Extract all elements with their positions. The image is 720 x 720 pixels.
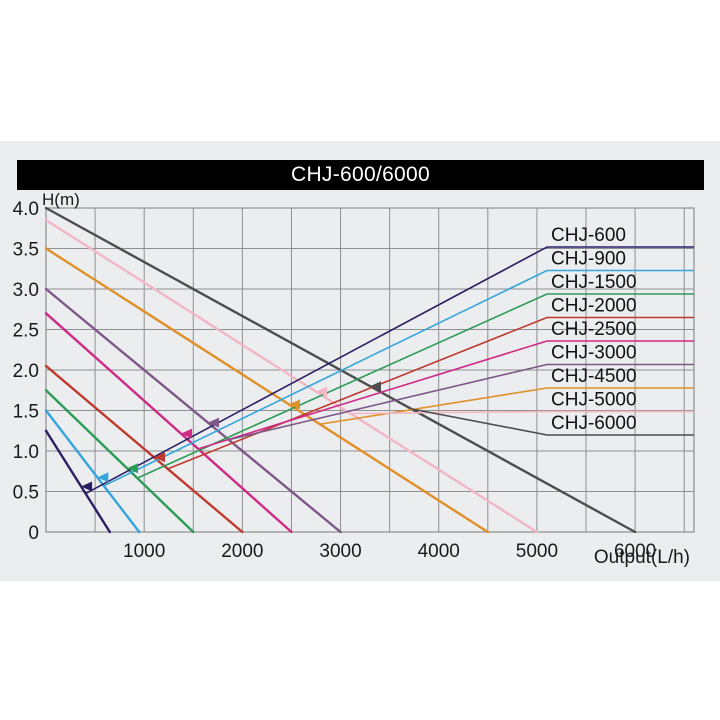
- y-axis-title: H(m): [42, 190, 80, 209]
- legend-label-chj-6000: CHJ-6000: [551, 413, 637, 434]
- curve-chj-2500: [44, 312, 293, 534]
- x-tick-label: 2000: [221, 541, 263, 562]
- legend-leader-chj-6000: [411, 408, 694, 436]
- y-tick-label: 1.0: [13, 442, 39, 463]
- plot-frame: [45, 207, 695, 533]
- legend-label-chj-2500: CHJ-2500: [551, 319, 637, 340]
- legend-label-chj-600: CHJ-600: [551, 225, 626, 246]
- legend-leader-chj-3000: [228, 363, 694, 441]
- curve-chj-5000: [44, 218, 539, 534]
- arrow-head-chj-5000: [316, 386, 327, 397]
- leader-line-group: [85, 246, 694, 495]
- curve-chj-600: [44, 429, 112, 534]
- y-tick-label: 2.0: [13, 361, 39, 382]
- legend-label-chj-4500: CHJ-4500: [551, 366, 637, 387]
- arrow-head-chj-2500: [181, 428, 192, 439]
- curve-chj-900: [44, 409, 141, 534]
- legend-leader-chj-5000: [350, 410, 694, 415]
- arrow-head-chj-600: [81, 481, 93, 492]
- arrow-head-chj-900: [97, 472, 109, 483]
- y-tick-label: 1.5: [13, 402, 39, 423]
- y-tick-label: 3.0: [13, 280, 39, 301]
- y-tick-label: 2.5: [13, 321, 39, 342]
- y-tick-label: 3.5: [13, 240, 39, 261]
- x-tick-label: 3000: [319, 541, 361, 562]
- legend-leader-chj-2500: [197, 340, 694, 450]
- legend-label-chj-2000: CHJ-2000: [551, 296, 637, 317]
- legend-label-chj-5000: CHJ-5000: [551, 390, 637, 411]
- plot-area: 0 0.5 1.0 1.5 2.0 2.5 3.0 3.5 4.0 1000 2000 3000 40…: [0, 141, 720, 581]
- arrow-annotation-group: [81, 381, 381, 492]
- curve-chj-4500: [44, 247, 490, 534]
- legend-leader-chj-600: [85, 246, 694, 495]
- arrow-head-chj-6000: [370, 381, 381, 392]
- legend-label-chj-900: CHJ-900: [551, 249, 626, 270]
- arrow-head-chj-4500: [289, 399, 300, 410]
- x-tick-label: 4000: [418, 541, 460, 562]
- arrow-head-chj-2000: [154, 452, 165, 463]
- x-tick-label: 6000: [614, 541, 656, 562]
- x-tick-label: 5000: [516, 541, 558, 562]
- legend-label-chj-3000: CHJ-3000: [551, 343, 637, 364]
- y-axis-tick-labels: 0 0.5 1.0 1.5 2.0 2.5 3.0 3.5 4.0: [13, 199, 39, 544]
- chart-figure: CHJ-600/6000 0 0.5 1.0 1.5 2.0 2.5 3.0 3.5 4.0 1…: [0, 141, 720, 581]
- legend-label-chj-1500: CHJ-1500: [551, 272, 637, 293]
- y-tick-label: 0.5: [13, 483, 39, 504]
- y-tick-label: 4.0: [13, 199, 39, 220]
- chart-svg: 0 0.5 1.0 1.5 2.0 2.5 3.0 3.5 4.0 1000 2000 3000 40…: [13, 190, 695, 568]
- legend-leader-chj-1500: [136, 293, 694, 479]
- chart-title-bar: CHJ-600/6000: [17, 160, 704, 190]
- x-tick-label: 1000: [123, 541, 165, 562]
- arrow-head-chj-3000: [208, 417, 219, 428]
- y-tick-label: 0: [28, 523, 39, 544]
- page-title: CHJ-600/6000: [290, 163, 430, 186]
- legend-leader-chj-4500: [319, 387, 694, 426]
- arrow-head-chj-1500: [127, 463, 138, 474]
- curve-chj-1500: [44, 389, 195, 534]
- x-axis-tick-labels: 1000 2000 3000 4000 5000 6000: [123, 541, 656, 562]
- curve-chj-3000: [44, 287, 342, 534]
- x-axis-title: Output(L/h): [594, 547, 690, 568]
- curve-chj-2000: [44, 364, 244, 534]
- legend-leader-chj-900: [103, 269, 694, 487]
